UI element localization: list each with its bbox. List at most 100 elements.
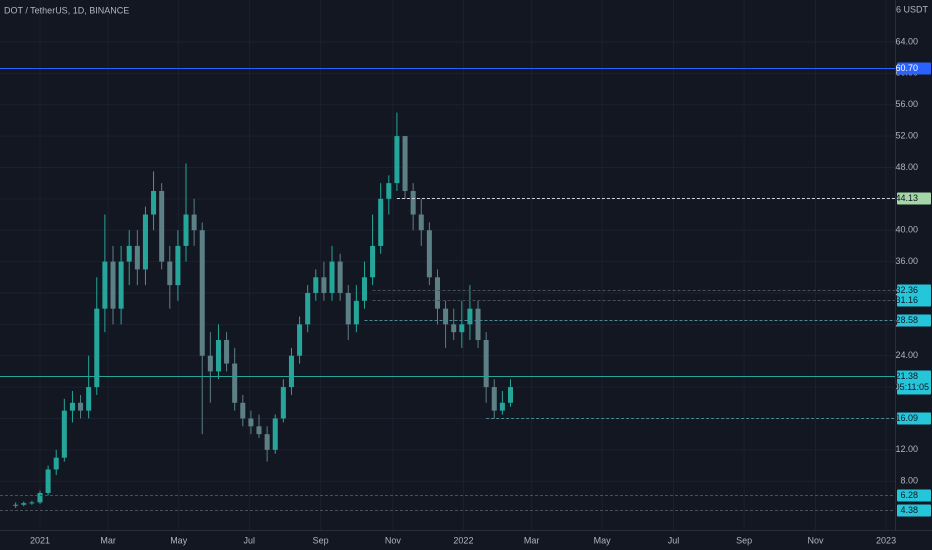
y-tick-label: 36.00 (895, 256, 918, 266)
candle-body (29, 502, 35, 504)
candle-body (313, 277, 319, 293)
x-tick-label: Sep (313, 535, 329, 545)
candle-body (443, 308, 449, 325)
candle-body (353, 300, 359, 325)
candle-body (183, 214, 189, 246)
price-label-box (897, 504, 931, 517)
price-label: 6.28 (900, 490, 918, 500)
candle-body (126, 245, 132, 262)
candle-body (451, 324, 457, 333)
candle-body (256, 426, 262, 435)
y-tick-label: 8.00 (900, 476, 918, 486)
candle-body (191, 214, 197, 231)
countdown-label: 05:11:05 (895, 382, 929, 392)
candle-body (21, 503, 27, 505)
candle-body (13, 504, 19, 506)
candle-body (378, 198, 384, 246)
candle-body (94, 308, 100, 388)
candle-body (288, 355, 294, 388)
candle-body (78, 402, 84, 411)
candle-body (61, 410, 67, 458)
price-label: 31.16 (895, 295, 918, 305)
candle-body (86, 387, 92, 411)
x-tick-label: Nov (807, 535, 824, 545)
candle-body (507, 387, 514, 403)
candle-body (232, 363, 238, 403)
price-label-box (897, 294, 931, 307)
x-tick-label: Nov (385, 535, 402, 545)
x-tick-label: 2021 (30, 535, 50, 545)
candle-body (459, 324, 465, 333)
candle-body (175, 245, 181, 286)
price-label-box (897, 314, 931, 327)
candle-body (402, 136, 408, 191)
plot (0, 68, 895, 511)
candle-body (321, 277, 327, 293)
candle-body (199, 230, 205, 356)
chart-title: DOT / TetherUS, 1D, BINANCE (4, 5, 129, 15)
price-label-box (897, 284, 931, 297)
candle-body (215, 340, 221, 372)
candle-body (426, 230, 432, 278)
candle-body (118, 261, 124, 309)
candle-body (224, 340, 230, 364)
price-label-box (897, 412, 931, 425)
candle-body (361, 277, 367, 301)
candle-body (386, 183, 392, 199)
price-label-box (897, 62, 931, 75)
x-tick-label: 2023 (876, 535, 896, 545)
x-tick-label: Mar (524, 535, 540, 545)
candle-body (167, 261, 173, 286)
price-label: 44.13 (895, 193, 918, 203)
candle-body (329, 261, 335, 293)
candle-body (134, 245, 140, 270)
price-label: 60.70 (895, 63, 918, 73)
candle-body (272, 418, 278, 450)
candle-body (434, 277, 440, 309)
candle-body (499, 402, 505, 411)
candle-body (345, 292, 351, 325)
candle-body (37, 492, 43, 503)
price-label: 4.38 (900, 505, 918, 515)
price-label-box (897, 489, 931, 502)
candle-body (142, 214, 148, 270)
price-label-box (897, 192, 931, 205)
candle-body (418, 214, 424, 231)
y-tick-label: 40.00 (895, 225, 918, 235)
x-tick-label: Jul (668, 535, 680, 545)
candle-body (467, 308, 473, 325)
candle-body (491, 387, 497, 411)
candle-body (337, 261, 343, 293)
y-unit-label: 6 USDT (896, 4, 929, 14)
y-tick-label: 52.00 (895, 130, 918, 140)
candle-body (53, 457, 59, 470)
y-tick-label: 24.00 (895, 350, 918, 360)
price-label: 16.09 (895, 413, 918, 423)
x-tick-label: 2022 (453, 535, 473, 545)
price-label: 28.58 (895, 315, 918, 325)
y-tick-label: 56.00 (895, 99, 918, 109)
axes: 8.0012.0016.0020.0024.0028.0032.0036.004… (30, 36, 931, 545)
x-tick-label: May (170, 535, 188, 545)
candle-body (483, 340, 489, 388)
x-tick-label: Jul (244, 535, 256, 545)
candle-body (280, 387, 286, 419)
candle-body (394, 136, 400, 184)
candle-body (102, 261, 108, 309)
candle-body (207, 355, 213, 372)
candle-body (370, 245, 376, 278)
candle-body (159, 190, 165, 262)
candle-body (410, 190, 416, 215)
candle-body (475, 308, 481, 341)
y-tick-label: 12.00 (895, 444, 918, 454)
y-tick-label: 48.00 (895, 162, 918, 172)
price-label-box (897, 370, 931, 395)
candle-body (264, 434, 270, 450)
candle-body (69, 402, 75, 411)
candle-body (248, 418, 254, 427)
x-tick-label: Sep (736, 535, 752, 545)
x-tick-label: May (594, 535, 612, 545)
candle-body (110, 261, 116, 309)
